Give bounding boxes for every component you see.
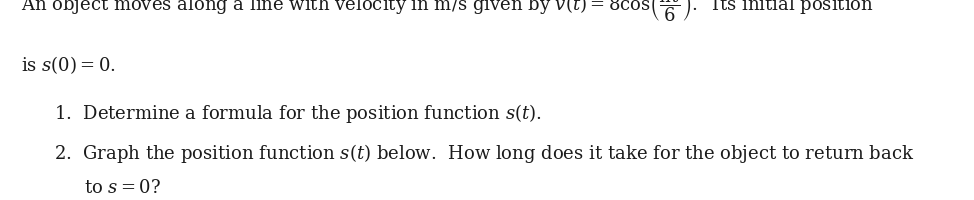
- Text: to $s = 0$?: to $s = 0$?: [84, 178, 161, 196]
- Text: An object moves along a line with velocity in m/s given by $v(t) = 8\cos\!\left(: An object moves along a line with veloci…: [21, 0, 875, 24]
- Text: is $s(0) = 0.$: is $s(0) = 0.$: [21, 54, 116, 76]
- Text: 2.  Graph the position function $s(t)$ below.  How long does it take for the obj: 2. Graph the position function $s(t)$ be…: [54, 141, 914, 164]
- Text: 1.  Determine a formula for the position function $s(t).$: 1. Determine a formula for the position …: [54, 101, 542, 124]
